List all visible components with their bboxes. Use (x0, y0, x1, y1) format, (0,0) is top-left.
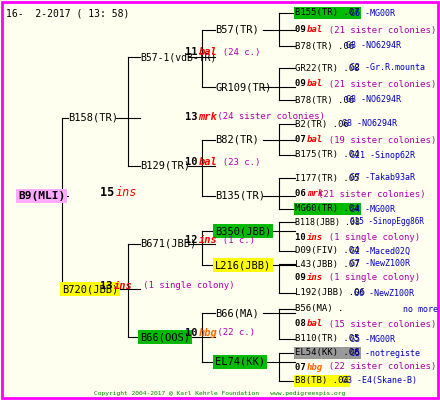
Text: 09: 09 (295, 274, 311, 282)
Text: G21 -Sinop62R: G21 -Sinop62R (350, 150, 415, 160)
Text: 09: 09 (295, 26, 311, 34)
Text: (1 c.): (1 c.) (212, 236, 255, 244)
Text: (15 sister colonies): (15 sister colonies) (319, 320, 436, 328)
Text: ins: ins (198, 235, 217, 245)
Text: G6 -NewZ100R: G6 -NewZ100R (354, 288, 414, 298)
Text: 15: 15 (100, 186, 121, 200)
Text: (24 sister colonies): (24 sister colonies) (212, 112, 325, 122)
Text: B9(MLI): B9(MLI) (18, 191, 65, 201)
Text: G7 -NewZ100R: G7 -NewZ100R (350, 260, 410, 268)
Text: bal: bal (307, 80, 323, 88)
Text: 09: 09 (295, 80, 311, 88)
Text: (1 single colony): (1 single colony) (319, 232, 421, 242)
Text: (21 sister colonies): (21 sister colonies) (319, 26, 436, 34)
Text: G5 -notregiste: G5 -notregiste (350, 348, 420, 358)
Text: 10: 10 (295, 232, 311, 242)
Text: Copyright 2004-2017 @ Karl Kehrle Foundation   www.pedigreespis.org: Copyright 2004-2017 @ Karl Kehrle Founda… (94, 391, 346, 396)
Text: L43(JBB) .07: L43(JBB) .07 (295, 260, 359, 268)
Text: (1 single colony): (1 single colony) (319, 274, 421, 282)
Text: G2 -Maced02Q: G2 -Maced02Q (350, 246, 410, 256)
Text: bal: bal (198, 47, 217, 57)
Text: mrk: mrk (198, 112, 217, 122)
Text: (23 c.): (23 c.) (212, 158, 260, 166)
Text: mrk: mrk (307, 190, 323, 198)
Text: B2(TR) .06: B2(TR) .06 (295, 120, 349, 128)
Text: ins: ins (114, 281, 132, 291)
Text: ins: ins (307, 274, 323, 282)
Text: G6 -MG00R: G6 -MG00R (350, 8, 395, 18)
Text: (22 sister colonies): (22 sister colonies) (319, 362, 436, 372)
Text: B8(TB) .04: B8(TB) .04 (295, 376, 349, 386)
Text: B56(MA) .: B56(MA) . (295, 304, 343, 314)
Text: G8 -NO6294R: G8 -NO6294R (346, 42, 401, 50)
Text: ins: ins (115, 186, 137, 200)
Text: 13: 13 (185, 112, 204, 122)
Text: B350(JBB): B350(JBB) (215, 226, 271, 236)
Text: bal: bal (307, 320, 323, 328)
Text: 07: 07 (295, 362, 311, 372)
Text: B720(JBB): B720(JBB) (62, 284, 118, 294)
Text: B78(TR) .06: B78(TR) .06 (295, 96, 354, 104)
Text: B57-1(vdB-TR): B57-1(vdB-TR) (140, 52, 216, 62)
Text: L192(JBB) .06: L192(JBB) .06 (295, 288, 365, 298)
Text: (21 sister colonies): (21 sister colonies) (319, 80, 436, 88)
Text: B82(TR): B82(TR) (215, 135, 259, 145)
Text: B118(JBB) .08: B118(JBB) .08 (295, 218, 360, 226)
Text: G3 -E4(Skane-B): G3 -E4(Skane-B) (342, 376, 417, 386)
Text: 10: 10 (185, 328, 204, 338)
Text: I177(TR) .05: I177(TR) .05 (295, 174, 359, 182)
Text: no more: no more (338, 304, 438, 314)
Text: (19 sister colonies): (19 sister colonies) (319, 136, 436, 144)
Text: B57(TR): B57(TR) (215, 25, 259, 35)
Text: G8 -NO6294R: G8 -NO6294R (346, 96, 401, 104)
Text: (21 sister colonies): (21 sister colonies) (319, 190, 426, 198)
Text: 16-  2-2017 ( 13: 58): 16- 2-2017 ( 13: 58) (6, 8, 129, 18)
Text: 11: 11 (185, 47, 204, 57)
Text: EL74(KK): EL74(KK) (215, 357, 265, 367)
Text: B671(JBB): B671(JBB) (140, 239, 196, 249)
Text: bal: bal (307, 136, 323, 144)
Text: B135(TR): B135(TR) (215, 191, 265, 201)
Text: D09(FIV) .04: D09(FIV) .04 (295, 246, 359, 256)
Text: G15 -SinopEgg86R: G15 -SinopEgg86R (350, 218, 424, 226)
Text: 06: 06 (295, 190, 311, 198)
Text: 10: 10 (185, 157, 204, 167)
Text: 13: 13 (100, 281, 119, 291)
Text: B110(TR) .05: B110(TR) .05 (295, 334, 359, 344)
Text: EL54(KK) .06: EL54(KK) .06 (295, 348, 359, 358)
Text: B175(TR) .04: B175(TR) .04 (295, 150, 359, 160)
Text: hbg: hbg (198, 328, 217, 338)
Text: GR22(TR) .08: GR22(TR) .08 (295, 64, 359, 72)
Text: G7 -Takab93aR: G7 -Takab93aR (350, 174, 415, 182)
Text: GR109(TR): GR109(TR) (215, 82, 271, 92)
Text: hbg: hbg (307, 362, 323, 372)
Text: bal: bal (198, 157, 217, 167)
Text: 08: 08 (295, 320, 311, 328)
Text: B158(TR): B158(TR) (68, 113, 118, 123)
Text: B78(TR) .06: B78(TR) .06 (295, 42, 354, 50)
Text: 12: 12 (185, 235, 204, 245)
Text: B66(MA): B66(MA) (215, 308, 259, 318)
Text: G4 -MG00R: G4 -MG00R (350, 204, 395, 214)
Text: B129(TR): B129(TR) (140, 161, 190, 171)
Text: L216(JBB): L216(JBB) (215, 260, 271, 270)
Text: bal: bal (307, 26, 323, 34)
Text: (22 c.): (22 c.) (212, 328, 255, 338)
Text: 07: 07 (295, 136, 311, 144)
Text: G8 -NO6294R: G8 -NO6294R (342, 120, 397, 128)
Text: (1 single colony): (1 single colony) (127, 282, 235, 290)
Text: G2 -Gr.R.mounta: G2 -Gr.R.mounta (350, 64, 425, 72)
Text: ins: ins (307, 232, 323, 242)
Text: MG60(TR) .04: MG60(TR) .04 (295, 204, 359, 214)
Text: (24 c.): (24 c.) (212, 48, 260, 56)
Text: G5 -MG00R: G5 -MG00R (350, 334, 395, 344)
Text: B66(OOS): B66(OOS) (140, 332, 190, 342)
Text: B155(TR) .07: B155(TR) .07 (295, 8, 359, 18)
